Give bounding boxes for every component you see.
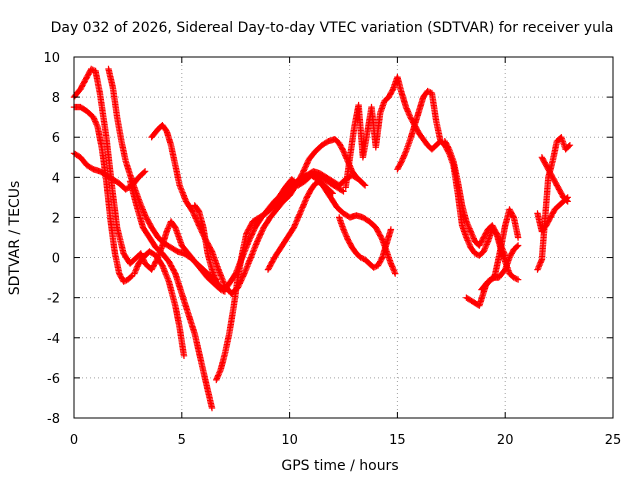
series-track-19 [534, 134, 574, 273]
chart-title: Day 032 of 2026, Sidereal Day-to-day VTE… [51, 20, 614, 36]
series-track-1 [70, 65, 229, 295]
series-markers [538, 154, 571, 205]
y-tick-label: 2 [52, 211, 60, 226]
x-tick-label: 15 [389, 433, 406, 448]
series-markers [534, 134, 574, 273]
series-markers [275, 172, 399, 277]
y-tick-label: -4 [47, 332, 60, 347]
series-markers [336, 214, 395, 271]
series-track-17 [478, 206, 522, 293]
series-track-5 [126, 178, 216, 412]
x-axis-label: GPS time / hours [281, 458, 398, 474]
series-track-20 [538, 154, 571, 205]
series-track-9 [213, 170, 347, 384]
series-track-7 [148, 122, 364, 297]
series-track-4 [105, 65, 220, 283]
series-track-12 [336, 214, 395, 271]
y-tick-label: 4 [52, 171, 60, 186]
series-markers [478, 206, 522, 293]
x-tick-label: 20 [497, 433, 514, 448]
series-markers [213, 170, 347, 384]
plot-frame [73, 56, 614, 419]
x-tick-label: 5 [178, 433, 186, 448]
x-tick-label: 0 [70, 433, 78, 448]
x-tick-label: 10 [281, 433, 298, 448]
y-tick-label: 6 [52, 131, 60, 146]
y-tick-label: 8 [52, 91, 60, 106]
series-track-14 [394, 87, 509, 259]
x-tick-label: 25 [605, 433, 622, 448]
y-tick-label: -2 [47, 292, 60, 307]
y-tick-label: 10 [43, 51, 60, 66]
series-markers [126, 178, 216, 412]
series-markers [148, 122, 364, 297]
y-tick-label: -6 [47, 372, 60, 387]
data-markers [70, 65, 574, 412]
axis-ticks: 0 5 10 15 20 25 -8 -6 -4 -2 0 2 4 6 8 10 [43, 51, 621, 448]
y-tick-label: 0 [52, 252, 60, 267]
y-axis-label: SDTVAR / TECUs [7, 181, 23, 296]
series-track-6 [131, 248, 188, 359]
series-markers [131, 248, 188, 359]
series-track-11 [275, 172, 399, 277]
y-tick-label: -8 [47, 412, 60, 427]
series-markers [105, 65, 220, 283]
series-markers [70, 65, 229, 295]
series-markers [394, 87, 509, 259]
grid-lines [74, 57, 613, 418]
